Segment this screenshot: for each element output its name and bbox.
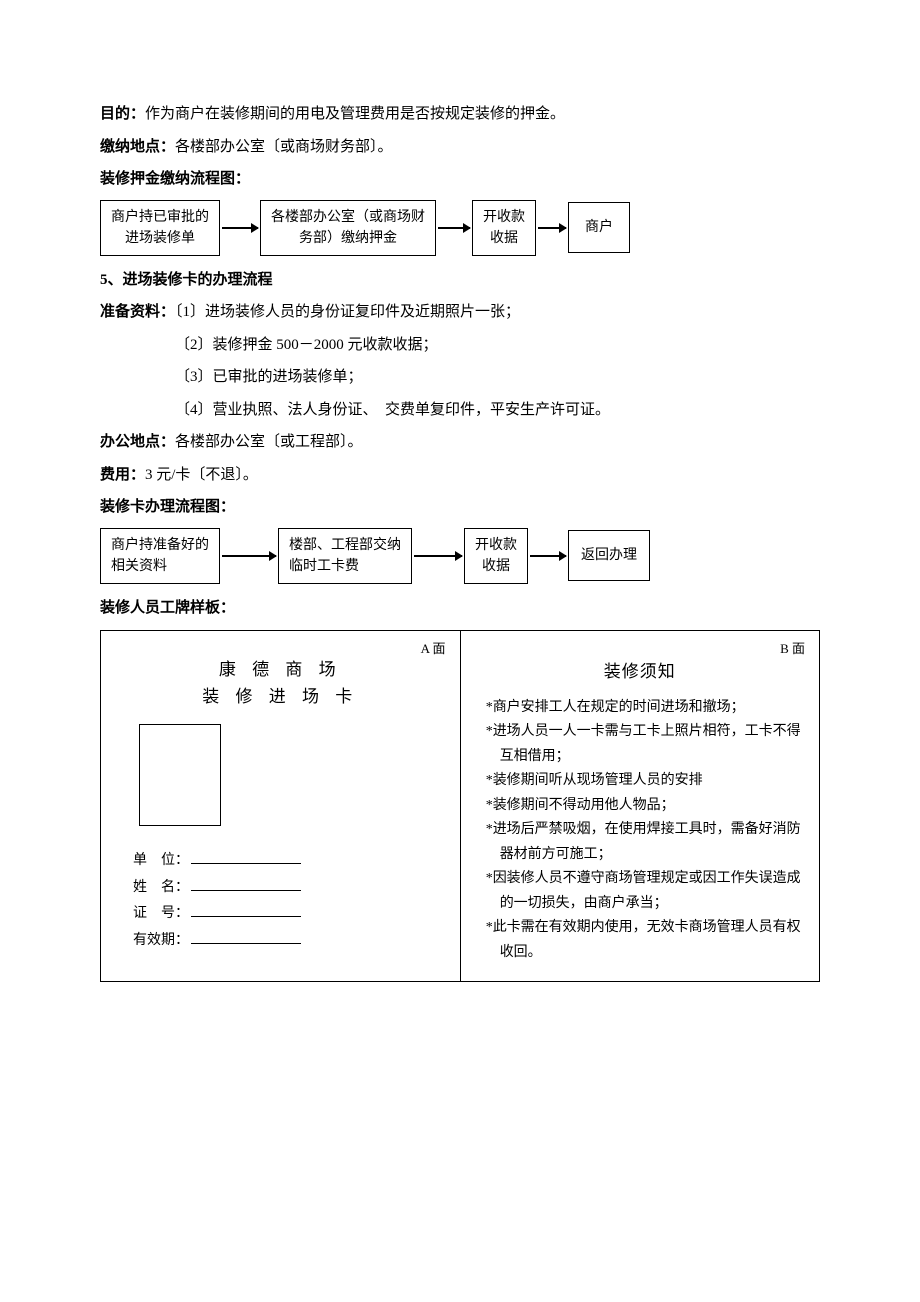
flow2-box4: 返回办理 [568,530,650,581]
notice-item: *商户安排工人在规定的时间进场和撤场； [475,696,806,721]
flow1-box4: 商户 [568,202,630,253]
arrow-icon [530,555,566,557]
flow1-box3: 开收款收据 [472,200,536,256]
card-sample-label: 装修人员工牌样板： [100,594,820,623]
prep-item4: 〔4〕营业执照、法人身份证、 交费单复印件，平安生产许可证。 [100,396,820,425]
notice-item: *此卡需在有效期内使用，无效卡商场管理人员有权收回。 [475,916,806,965]
flow2-box1: 商户持准备好的相关资料 [100,528,220,584]
flowchart-card: 商户持准备好的相关资料 楼部、工程部交纳临时工卡费 开收款收据 返回办理 [100,528,820,584]
badge-side-b: B 面 装修须知 *商户安排工人在规定的时间进场和撤场； *进场人员一人一卡需与… [461,631,820,981]
fee-line: 费用：3 元/卡〔不退〕。 [100,461,820,490]
flow1-box1: 商户持已审批的进场装修单 [100,200,220,256]
arrow-icon [414,555,462,557]
prep-label: 准备资料： [100,304,175,320]
location-line: 缴纳地点：各楼部办公室〔或商场财务部〕。 [100,133,820,162]
office-line: 办公地点：各楼部办公室〔或工程部〕。 [100,428,820,457]
field-unit: 单 位： [133,848,446,875]
badge-side-a: A 面 康 德 商 场装 修 进 场 卡 单 位： 姓 名： 证 号： 有效期： [101,631,461,981]
fee-text: 3 元/卡〔不退〕。 [145,467,258,483]
notice-list: *商户安排工人在规定的时间进场和撤场； *进场人员一人一卡需与工卡上照片相符，工… [475,696,806,966]
flow2-label: 装修卡办理流程图： [100,493,820,522]
notice-item: *装修期间不得动用他人物品； [475,794,806,819]
fee-label: 费用： [100,467,145,483]
notice-item: *进场人员一人一卡需与工卡上照片相符，工卡不得互相借用； [475,720,806,769]
notice-item: *进场后严禁吸烟，在使用焊接工具时，需备好消防器材前方可施工； [475,818,806,867]
field-cert: 证 号： [133,901,446,928]
photo-placeholder [139,724,221,826]
arrow-icon [222,555,276,557]
purpose-label: 目的： [100,106,145,122]
flow1-label: 装修押金缴纳流程图： [100,165,820,194]
notice-title: 装修须知 [475,656,806,688]
badge-sample: A 面 康 德 商 场装 修 进 场 卡 单 位： 姓 名： 证 号： 有效期：… [100,630,820,982]
prep-line: 准备资料：〔1〕进场装修人员的身份证复印件及近期照片一张； [100,298,820,327]
purpose-text: 作为商户在装修期间的用电及管理费用是否按规定装修的押金。 [145,106,565,122]
arrow-icon [538,227,566,229]
flow2-box2: 楼部、工程部交纳临时工卡费 [278,528,412,584]
prep-item1: 〔1〕进场装修人员的身份证复印件及近期照片一张； [175,304,520,320]
location-text: 各楼部办公室〔或商场财务部〕。 [175,139,393,155]
notice-item: *装修期间听从现场管理人员的安排 [475,769,806,794]
flow2-box3: 开收款收据 [464,528,528,584]
prep-item2: 〔2〕装修押金 500－2000 元收款收据； [100,331,820,360]
location-label: 缴纳地点： [100,139,175,155]
field-expiry: 有效期： [133,928,446,955]
office-text: 各楼部办公室〔或工程部〕。 [175,434,363,450]
notice-item: *因装修人员不遵守商场管理规定或因工作失误造成的一切损失，由商户承当； [475,867,806,916]
arrow-icon [438,227,470,229]
flowchart-deposit: 商户持已审批的进场装修单 各楼部办公室（或商场财务部）缴纳押金 开收款收据 商户 [100,200,820,256]
office-label: 办公地点： [100,434,175,450]
prep-item3: 〔3〕已审批的进场装修单； [100,363,820,392]
arrow-icon [222,227,258,229]
section2-heading: 5、进场装修卡的办理流程 [100,266,820,295]
badge-title: 康 德 商 场装 修 进 场 卡 [115,656,446,710]
field-name: 姓 名： [133,875,446,902]
purpose-line: 目的：作为商户在装修期间的用电及管理费用是否按规定装修的押金。 [100,100,820,129]
flow1-box2: 各楼部办公室（或商场财务部）缴纳押金 [260,200,436,256]
